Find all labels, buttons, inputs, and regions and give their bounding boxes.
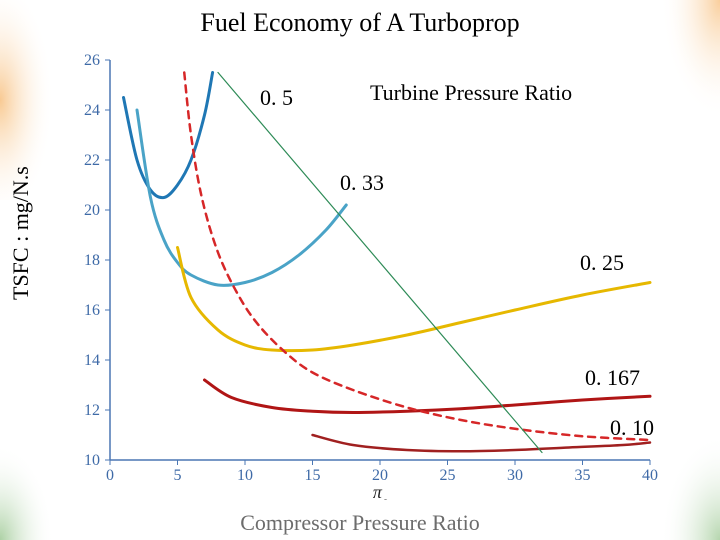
series-0.33 xyxy=(137,110,346,285)
series-label-0.33: 0. 33 xyxy=(340,170,384,196)
chart-title: Fuel Economy of A Turboprop xyxy=(0,8,720,38)
y-tick-label: 12 xyxy=(84,402,100,419)
x-tick-label: 30 xyxy=(507,467,523,484)
y-tick-label: 14 xyxy=(84,352,100,369)
series-0.10 xyxy=(313,435,651,451)
y-tick-label: 20 xyxy=(84,202,100,219)
series-label-0.25: 0. 25 xyxy=(580,250,624,276)
series-0.167 xyxy=(205,380,651,413)
y-tick-label: 22 xyxy=(84,152,100,169)
x-axis-label-covered: Compressor Pressure Ratio xyxy=(236,510,484,536)
x-tick-label: 0 xyxy=(106,467,114,484)
series-thin-diagonal xyxy=(218,73,542,453)
x-axis-symbol: πc xyxy=(373,482,388,500)
series-label-0.167: 0. 167 xyxy=(585,365,640,391)
y-tick-label: 24 xyxy=(84,102,100,119)
series-label-0.5: 0. 5 xyxy=(260,85,293,111)
x-tick-label: 25 xyxy=(440,467,456,484)
legend-title: Turbine Pressure Ratio xyxy=(370,80,572,106)
y-tick-label: 10 xyxy=(84,452,100,469)
y-tick-label: 18 xyxy=(84,252,100,269)
y-tick-label: 16 xyxy=(84,302,100,319)
x-tick-label: 35 xyxy=(575,467,591,484)
chart-area: 1012141618202224260510152025303540πc xyxy=(60,50,660,500)
x-tick-label: 15 xyxy=(305,467,321,484)
x-tick-label: 5 xyxy=(174,467,182,484)
x-tick-label: 40 xyxy=(642,467,658,484)
series-label-0.10: 0. 10 xyxy=(610,415,654,441)
y-axis-label: TSFC : mg/N.s xyxy=(8,166,34,300)
slide: Fuel Economy of A Turboprop TSFC : mg/N.… xyxy=(0,0,720,540)
y-tick-label: 26 xyxy=(84,52,100,69)
x-tick-label: 10 xyxy=(237,467,253,484)
